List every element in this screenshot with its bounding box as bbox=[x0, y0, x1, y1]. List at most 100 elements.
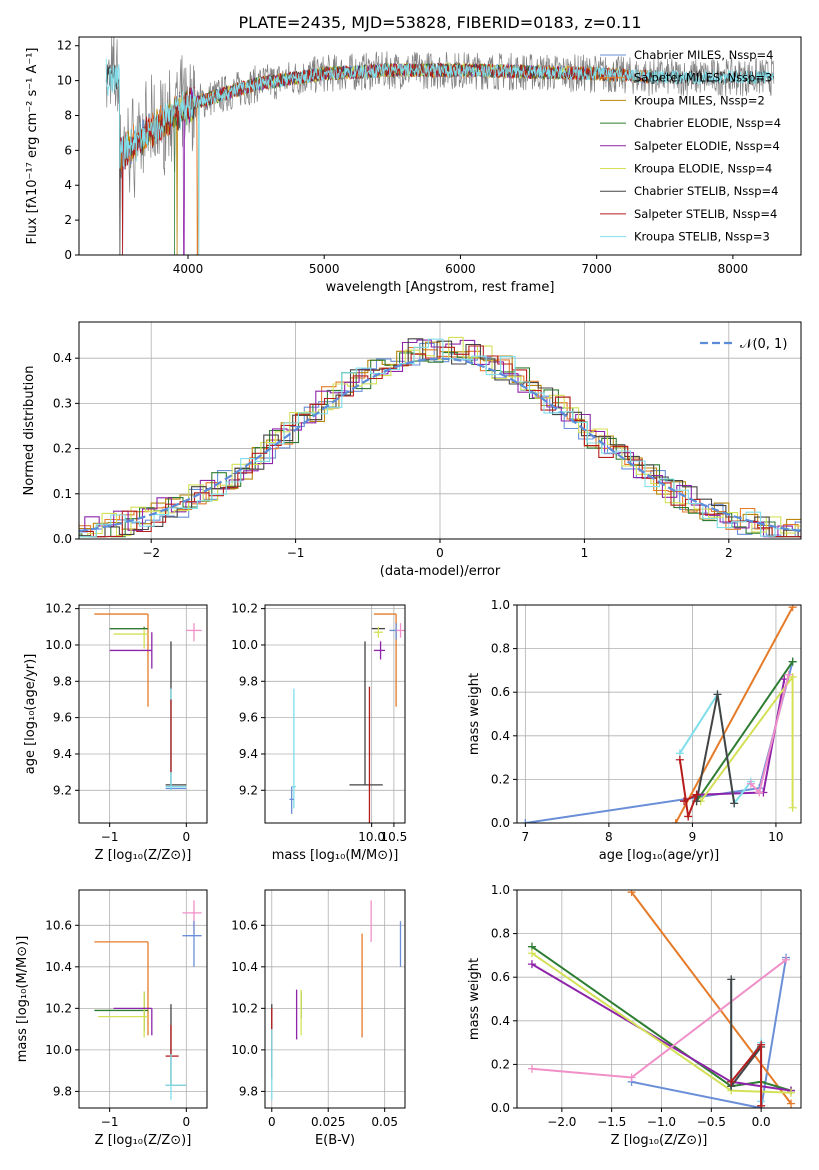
y-tick-label: 0 bbox=[64, 248, 72, 262]
axes-mass_vs_Z: −1 0 9.8 10.0 10.2 10.4 10.6 Z [log₁₀(Z/Z⊙)] mas… bbox=[15, 890, 207, 1148]
weight-line-7 bbox=[730, 979, 762, 1090]
weight-marker bbox=[787, 1088, 796, 1097]
x-axis-label: (data-model)/error bbox=[380, 564, 501, 579]
x-axis-label: mass [log₁₀(M/M⊙)] bbox=[272, 848, 399, 863]
legend-entry: Kroupa ELODIE, Nssp=4 bbox=[634, 162, 772, 176]
x-tick-label: −2.0 bbox=[547, 1115, 576, 1129]
x-tick-label: −1 bbox=[101, 1115, 119, 1129]
weight-marker bbox=[730, 799, 739, 808]
y-tick-label: 9.6 bbox=[53, 711, 72, 725]
y-tick-label: 10.2 bbox=[45, 1001, 72, 1015]
legend-entry: Chabrier STELIB, Nssp=4 bbox=[634, 184, 778, 198]
y-tick-label: 0.0 bbox=[491, 816, 510, 830]
x-tick-label: 7 bbox=[522, 830, 530, 844]
y-tick-label: 2 bbox=[64, 213, 72, 227]
y-tick-label: 10.2 bbox=[231, 1001, 258, 1015]
axes-age_vs_Z: −1 0 9.2 9.4 9.6 9.8 10.0 10.2 Z [log₁₀(Z/Z⊙)] ag… bbox=[23, 602, 207, 863]
y-tick-label: 10.0 bbox=[45, 638, 72, 652]
x-axis-label: Z [log₁₀(Z/Z⊙)] bbox=[95, 848, 192, 863]
y-axis-label: mass weight bbox=[467, 958, 482, 1040]
x-tick-label: 4000 bbox=[173, 262, 204, 276]
errorbars-age_vs_mass bbox=[289, 613, 405, 823]
weight-marker bbox=[757, 1040, 766, 1049]
y-tick-label: 10.6 bbox=[231, 918, 258, 932]
y-tick-label: 0.4 bbox=[491, 729, 510, 743]
x-tick-label: 9 bbox=[689, 830, 697, 844]
x-tick-label: 10.0 bbox=[358, 830, 385, 844]
x-tick-label: 1 bbox=[581, 546, 589, 560]
legend-entry: Chabrier ELODIE, Nssp=4 bbox=[634, 116, 781, 130]
x-tick-label: 0 bbox=[182, 1115, 190, 1129]
plot-frame bbox=[78, 36, 802, 256]
y-tick-label: 10.0 bbox=[45, 1043, 72, 1057]
y-tick-label: 9.6 bbox=[239, 711, 258, 725]
weight-marker bbox=[692, 790, 701, 799]
y-tick-label: 0.6 bbox=[491, 970, 510, 984]
x-tick-label: −0.5 bbox=[697, 1115, 726, 1129]
y-tick-label: 0.4 bbox=[491, 1014, 510, 1028]
weight-marker bbox=[755, 788, 764, 797]
errorbars-mass_vs_Z bbox=[94, 900, 202, 1100]
plot-frame bbox=[516, 889, 802, 1109]
weight-line-1 bbox=[674, 606, 794, 823]
y-tick-label: 0.2 bbox=[53, 442, 72, 456]
y-tick-label: 9.2 bbox=[53, 783, 72, 797]
spectrum-lines bbox=[105, 37, 775, 255]
y-tick-label: 0.1 bbox=[53, 487, 72, 501]
y-tick-label: 0.2 bbox=[491, 1057, 510, 1071]
y-axis-label: mass weight bbox=[467, 673, 482, 755]
y-axis-label: Flux [fλ10⁻¹⁷ erg cm⁻² s⁻¹ A⁻¹] bbox=[25, 48, 40, 245]
legend-entry: Salpeter STELIB, Nssp=4 bbox=[634, 207, 777, 221]
figure-title: PLATE=2435, MJD=53828, FIBERID=0183, z=0… bbox=[238, 13, 641, 32]
weight-marker bbox=[727, 1077, 736, 1086]
y-tick-label: 9.8 bbox=[53, 1084, 72, 1098]
y-tick-label: 0.3 bbox=[53, 396, 72, 410]
x-tick-label: 2 bbox=[725, 546, 733, 560]
y-tick-label: 10.2 bbox=[45, 602, 72, 616]
x-tick-label: 8 bbox=[605, 830, 613, 844]
x-tick-label: 10 bbox=[768, 830, 783, 844]
x-tick-label: −1 bbox=[287, 546, 305, 560]
x-tick-label: 0 bbox=[268, 1115, 276, 1129]
histogram-4 bbox=[79, 339, 801, 538]
x-tick-label: 10.5 bbox=[381, 830, 408, 844]
x-tick-label: 5000 bbox=[309, 262, 340, 276]
x-tick-label: 7000 bbox=[581, 262, 612, 276]
plot-frame bbox=[78, 321, 802, 540]
y-tick-label: 9.8 bbox=[239, 1084, 258, 1098]
y-tick-label: 9.4 bbox=[53, 747, 72, 761]
y-axis-label: mass [log₁₀(M/M⊙)] bbox=[15, 936, 30, 1063]
plot-frame bbox=[78, 604, 208, 824]
weight-marker bbox=[713, 690, 722, 699]
weight-marker bbox=[787, 1099, 796, 1108]
legend-entry: Kroupa MILES, Nssp=2 bbox=[634, 93, 765, 107]
y-tick-label: 0.8 bbox=[491, 927, 510, 941]
weight-marker bbox=[784, 670, 793, 679]
errorbars-age_vs_Z bbox=[94, 613, 202, 791]
x-tick-label: 0 bbox=[182, 830, 190, 844]
axes-mass_vs_EBV: 0 0.025 0.05 9.8 10.0 10.2 10.4 10.6 E(B-V) bbox=[231, 890, 405, 1148]
plot-frame bbox=[264, 604, 406, 824]
weight-line-1 bbox=[630, 891, 792, 1105]
weight-line-7 bbox=[678, 759, 699, 821]
x-tick-label: 0.0 bbox=[752, 1115, 771, 1129]
lines-mass_weight_vs_age bbox=[521, 605, 797, 823]
weight-marker bbox=[627, 890, 636, 897]
x-tick-label: −2 bbox=[142, 546, 160, 560]
y-tick-label: 6 bbox=[64, 143, 72, 157]
weight-marker bbox=[788, 803, 797, 812]
x-axis-label: age [log₁₀(age/yr)] bbox=[599, 848, 720, 863]
y-tick-label: 0.2 bbox=[491, 772, 510, 786]
plot-frame bbox=[78, 889, 208, 1109]
weight-marker bbox=[788, 657, 797, 666]
legend-entry: Kroupa STELIB, Nssp=3 bbox=[634, 230, 770, 244]
weight-line-2 bbox=[695, 661, 794, 802]
weight-marker bbox=[782, 955, 791, 964]
x-axis-label: Z [log₁₀(Z/Z⊙)] bbox=[95, 1133, 192, 1148]
y-tick-label: 0.0 bbox=[491, 1101, 510, 1115]
model-spectrum-6 bbox=[105, 62, 775, 255]
plot-frame bbox=[264, 889, 406, 1109]
x-tick-label: −1.0 bbox=[647, 1115, 676, 1129]
y-tick-label: 10.4 bbox=[231, 960, 258, 974]
